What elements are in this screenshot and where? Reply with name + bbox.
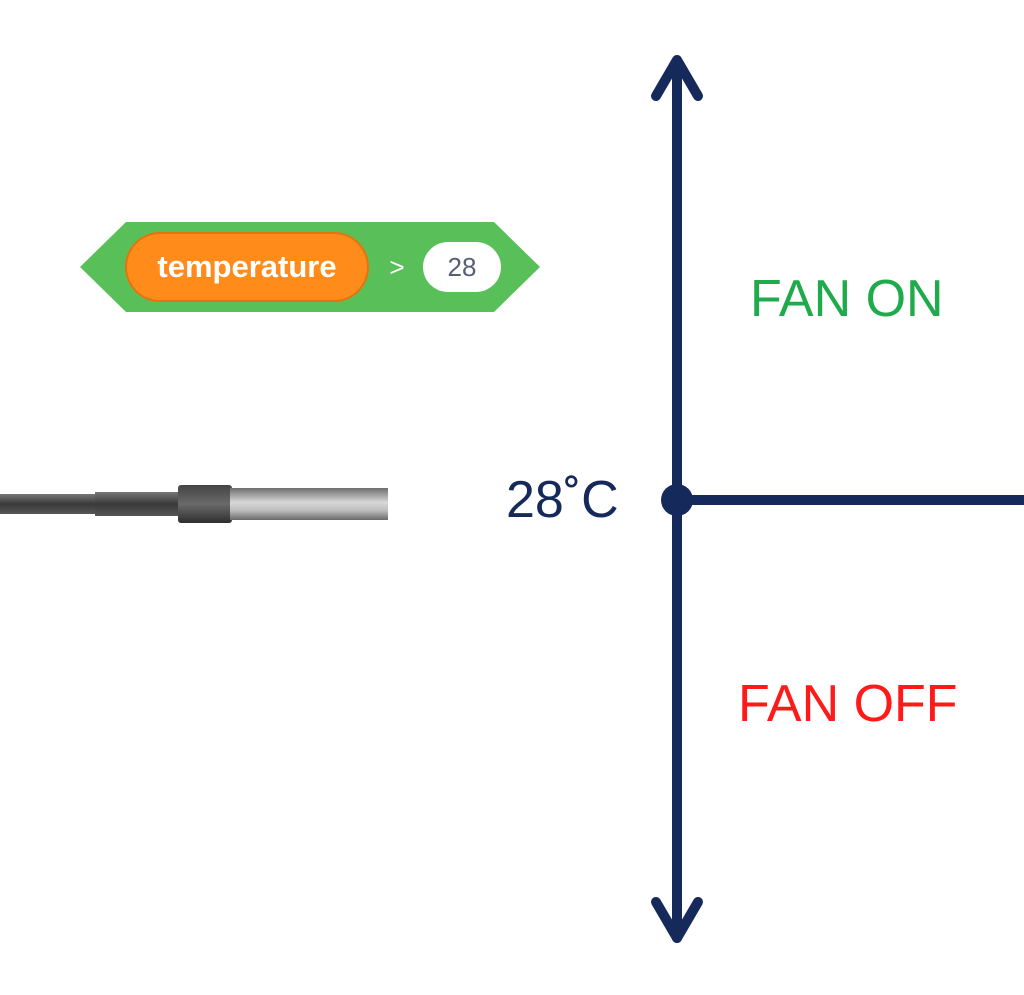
threshold-value-input: 28 <box>423 242 501 292</box>
down-arrowhead <box>651 897 703 943</box>
probe-sheath <box>95 492 185 516</box>
threshold-point <box>661 484 693 516</box>
temperature-variable-reporter: temperature <box>125 232 369 302</box>
greater-than-operator: > <box>389 251 405 282</box>
probe-tip <box>230 488 388 520</box>
threshold-temperature-label: 28˚C <box>506 471 619 529</box>
up-arrowhead <box>651 55 703 101</box>
fan-off-label: FAN OFF <box>738 675 958 733</box>
probe-cable <box>0 494 100 514</box>
probe-collar <box>178 485 232 523</box>
temperature-probe-icon <box>0 485 388 523</box>
fan-on-label: FAN ON <box>750 270 944 328</box>
temperature-comparison-block: temperature > 28 <box>80 222 540 312</box>
